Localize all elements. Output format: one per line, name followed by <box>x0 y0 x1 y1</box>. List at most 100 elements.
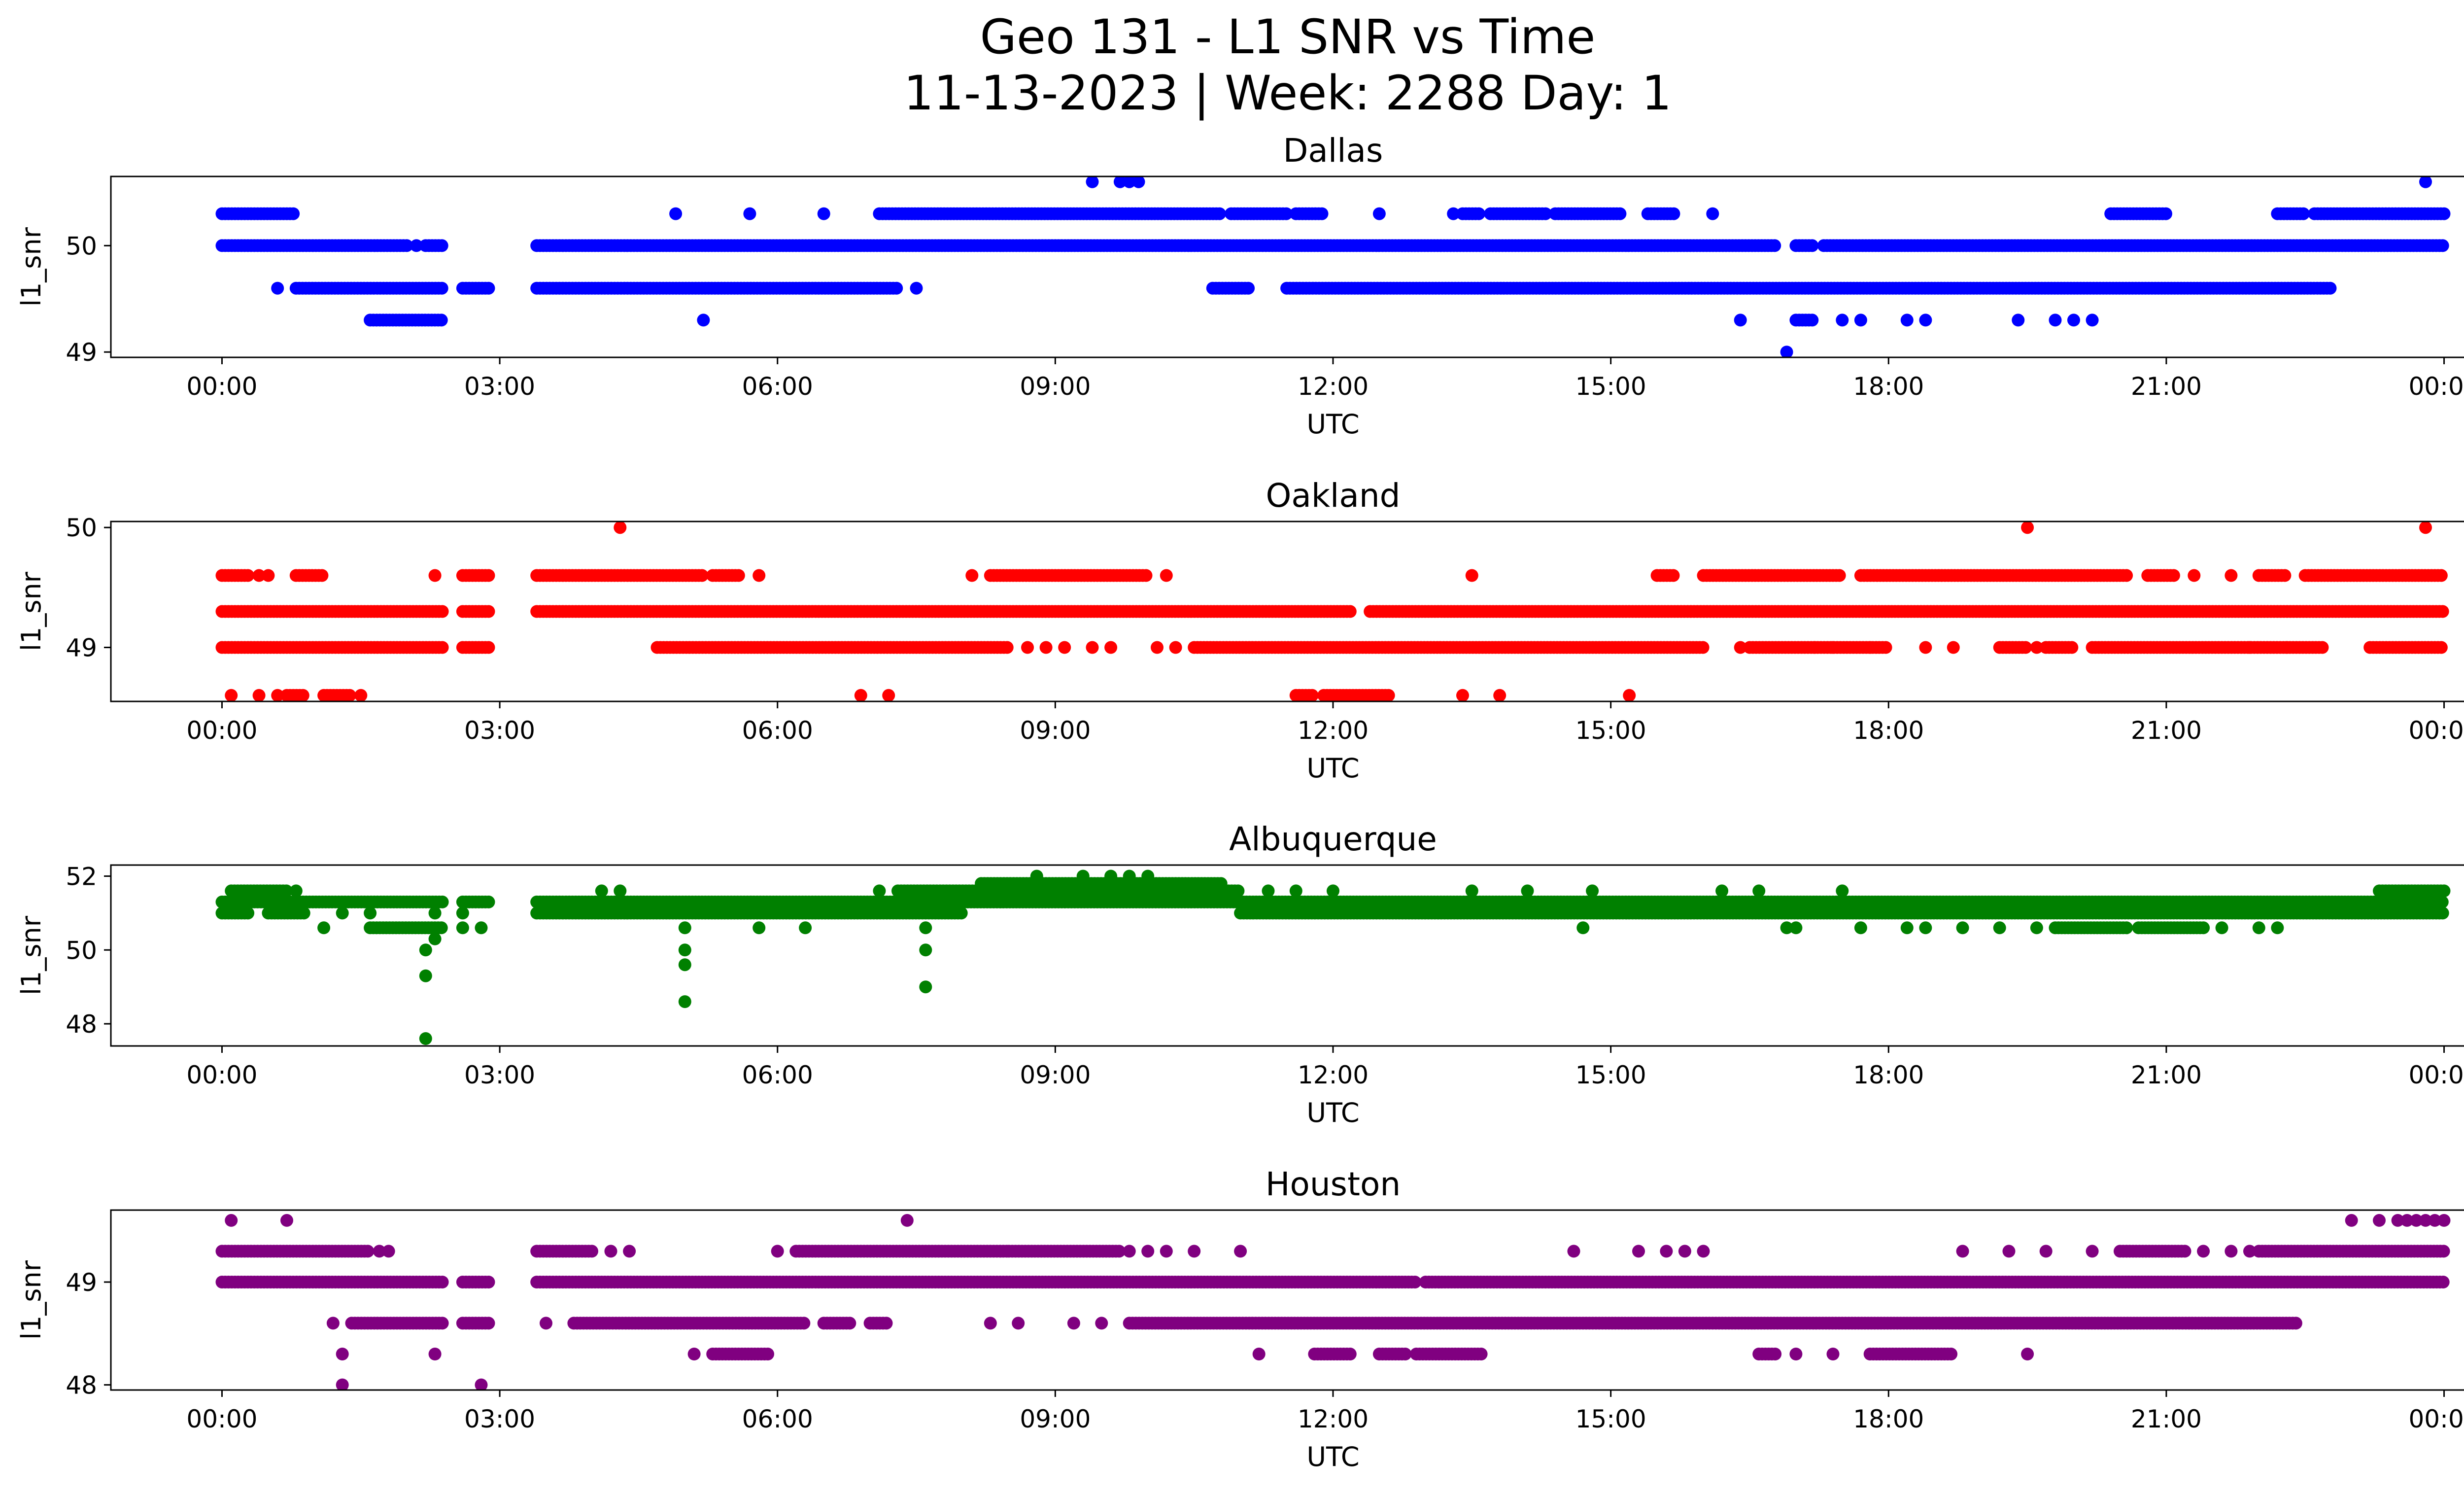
data-point <box>1696 641 1710 654</box>
x-axis-label: UTC <box>1306 1097 1359 1128</box>
data-point <box>1956 921 1969 935</box>
data-point <box>2197 1245 2210 1258</box>
data-points <box>215 1214 2451 1390</box>
data-point <box>1289 884 1302 898</box>
data-point <box>1919 313 1932 327</box>
data-point <box>678 943 691 957</box>
data-point <box>919 943 932 957</box>
data-point <box>1539 207 1552 220</box>
data-point <box>1151 641 1164 654</box>
x-tick-label: 21:00 <box>2131 372 2202 401</box>
x-tick-label: 03:00 <box>464 1061 535 1089</box>
data-point <box>1632 1245 1645 1258</box>
data-point <box>1262 884 1275 898</box>
data-point <box>271 689 284 701</box>
data-point <box>435 281 448 295</box>
data-point <box>436 605 449 618</box>
data-points <box>215 522 2449 701</box>
y-tick-label: 52 <box>66 862 97 891</box>
data-point <box>1956 1245 1969 1258</box>
data-point <box>1567 1245 1580 1258</box>
data-point <box>2188 569 2201 582</box>
data-point <box>910 281 923 295</box>
data-point <box>1315 207 1329 220</box>
x-tick-label: 00:00 <box>186 716 257 745</box>
data-point <box>595 884 608 898</box>
data-point <box>1521 884 1534 898</box>
data-point <box>252 689 266 701</box>
data-point <box>1232 884 1245 898</box>
data-point <box>1382 689 1395 701</box>
data-point <box>1768 239 1781 252</box>
data-point <box>315 569 329 582</box>
y-axis-label: l1_snr <box>16 571 47 651</box>
data-point <box>400 239 413 252</box>
y-tick-label: 49 <box>66 338 97 367</box>
data-point <box>1104 869 1118 883</box>
data-point <box>1836 884 1849 898</box>
x-tick-label: 15:00 <box>1575 1061 1646 1089</box>
data-point <box>1104 641 1118 654</box>
data-point <box>2243 641 2256 654</box>
subplot-title: Oakland <box>1266 477 1400 515</box>
data-point <box>1678 1245 1691 1258</box>
data-point <box>890 281 903 295</box>
data-point <box>2215 921 2228 935</box>
data-point <box>919 921 932 935</box>
x-tick-label: 03:00 <box>464 372 535 401</box>
data-point <box>2278 569 2292 582</box>
data-point <box>2002 1245 2016 1258</box>
data-point <box>435 239 448 252</box>
data-point <box>1305 689 1319 701</box>
data-point <box>2324 281 2337 295</box>
data-point <box>1734 641 1747 654</box>
data-point <box>2039 1245 2053 1258</box>
x-tick-label: 03:00 <box>464 716 535 745</box>
data-point <box>604 1245 617 1258</box>
data-point <box>456 921 469 935</box>
subplot-title: Albuquerque <box>1229 820 1437 858</box>
data-point <box>753 921 766 935</box>
data-point <box>419 1032 432 1045</box>
axes-frame <box>110 864 2464 1047</box>
x-tick-label: 15:00 <box>1575 372 1646 401</box>
data-point <box>289 884 303 898</box>
y-axis-label: l1_snr <box>16 915 47 995</box>
data-point <box>296 689 309 701</box>
x-tick-label: 06:00 <box>742 1061 813 1089</box>
data-point <box>436 641 449 654</box>
y-tick-label: 50 <box>66 232 97 260</box>
data-point <box>1169 641 1182 654</box>
data-point <box>297 906 310 920</box>
x-tick-label: 00:00 <box>2408 1061 2464 1089</box>
x-tick-label: 00:00 <box>186 372 257 401</box>
data-point <box>854 689 867 701</box>
data-point <box>482 641 495 654</box>
data-point <box>1465 884 1478 898</box>
data-point <box>373 1245 386 1258</box>
data-point <box>1242 281 1255 295</box>
data-point <box>2419 176 2432 188</box>
data-point <box>2019 641 2032 654</box>
data-point <box>428 906 442 920</box>
data-point <box>753 569 766 582</box>
data-point <box>317 921 331 935</box>
data-point <box>1836 313 1849 327</box>
y-tick-label: 50 <box>66 514 97 542</box>
x-tick-label: 12:00 <box>1298 372 1369 401</box>
data-point <box>456 906 469 920</box>
data-point <box>2120 921 2133 935</box>
data-point <box>1447 207 1460 220</box>
x-tick-label: 15:00 <box>1575 716 1646 745</box>
data-point <box>419 969 432 982</box>
data-point <box>1900 313 1914 327</box>
data-point <box>1493 689 1506 701</box>
axes-frame <box>110 175 2464 358</box>
figure-title-line2: 11-13-2023 | Week: 2288 Day: 1 <box>904 66 1672 121</box>
data-point <box>252 569 266 582</box>
data-point <box>428 932 442 945</box>
data-point <box>364 906 377 920</box>
